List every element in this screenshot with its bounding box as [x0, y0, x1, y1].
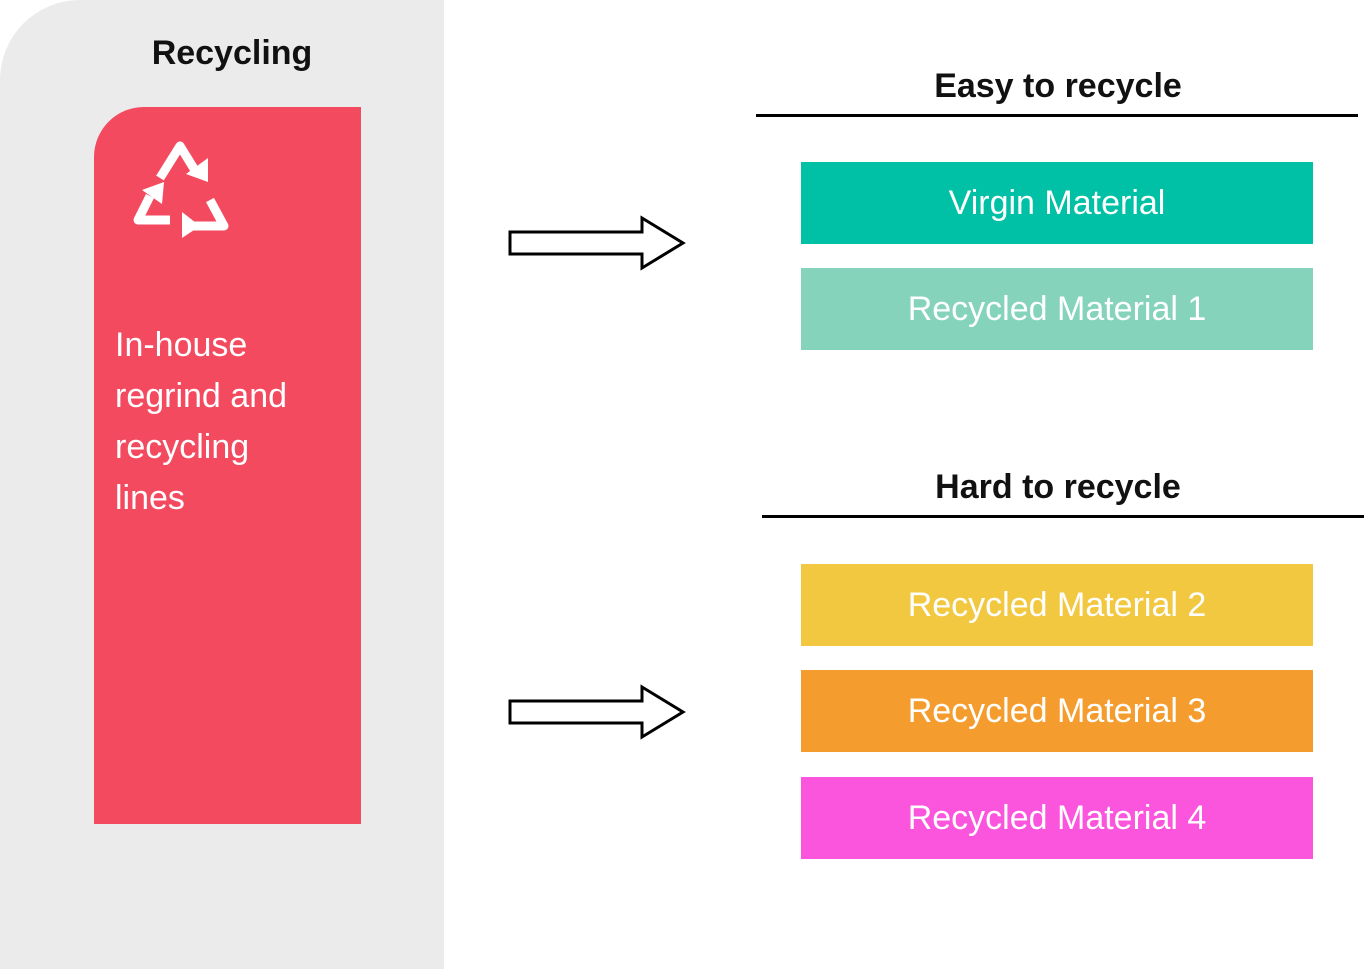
- material-box: Recycled Material 2: [801, 564, 1313, 646]
- recycle-icon: [133, 141, 229, 238]
- arrow: [508, 684, 686, 740]
- card-text: lines: [115, 479, 185, 517]
- group-heading: Hard to recycle: [935, 468, 1181, 506]
- material-box: Recycled Material 3: [801, 670, 1313, 752]
- arrow: [508, 215, 686, 271]
- heading-rule: [756, 114, 1358, 117]
- card-text: recycling: [115, 428, 250, 466]
- group-heading: Easy to recycle: [934, 67, 1182, 105]
- card-text: regrind and: [115, 377, 288, 415]
- material-box: Recycled Material 4: [801, 777, 1313, 859]
- material-box: Recycled Material 1: [801, 268, 1313, 350]
- material-box: Virgin Material: [801, 162, 1313, 244]
- card-text: In-house: [115, 326, 248, 364]
- panel-title: Recycling: [151, 34, 313, 72]
- heading-rule: [762, 515, 1364, 518]
